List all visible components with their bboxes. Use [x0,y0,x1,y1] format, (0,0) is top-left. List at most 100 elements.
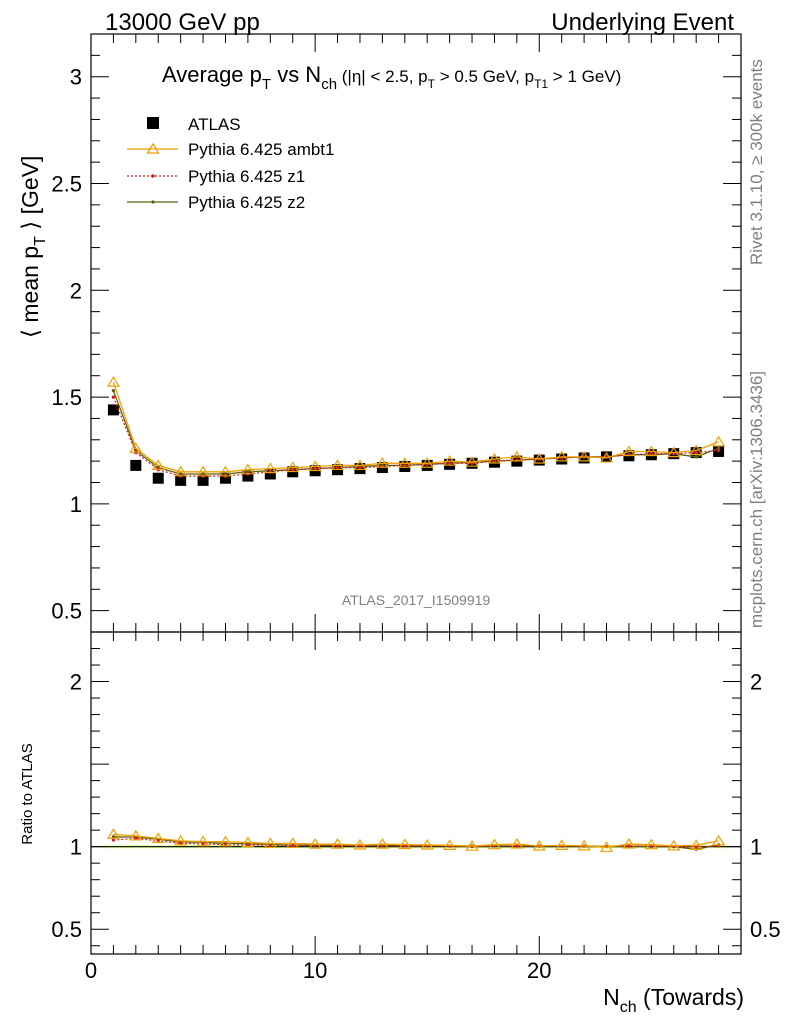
ambt1-point [353,459,367,471]
ambt1-ratio-point [308,838,322,849]
z1-point [716,448,721,453]
ambt1-point [106,375,120,387]
main-y-tick-label: 2.5 [51,172,82,197]
ambt1-ratio-point [330,838,345,849]
ratio-y-tick-labels: 0.5 0.5 1 1 2 2 [51,670,780,943]
ambt1-ratio-point [487,838,502,850]
legend-label-z2: Pythia 6.425 z2 [188,193,305,212]
ambt1-ratio-point [286,837,300,848]
z1-point [492,459,497,463]
rivet-label: Rivet 3.1.10, ≥ 300k events [747,59,766,265]
atlas-point [264,468,276,480]
ambt1-ratio-point [599,841,614,852]
ratio-y-tick-label-left: 2 [70,670,82,695]
ambt1-ratio-point [241,836,255,848]
z1-point [403,463,407,468]
z1-ratio-point [111,838,116,842]
ambt1-ratio-point [263,837,277,848]
ambt1-point [712,435,726,447]
z2-point [694,455,698,459]
x-tick-label: 0 [85,958,97,983]
ambt1-point [599,451,614,463]
atlas-point [107,404,119,416]
ambt1-point [443,454,457,466]
atlas-point [242,470,254,482]
x-tick-label: 20 [527,958,551,983]
z1-ratio-point [403,844,407,848]
ambt1-ratio-point [420,838,434,850]
z1-ratio-point [291,843,295,847]
z1-ratio-point [246,843,250,847]
legend-marker-ambt1 [146,142,160,154]
atlas-point [197,474,209,486]
ambt1-point [487,452,502,464]
legend-label-z1: Pythia 6.425 z1 [188,167,305,186]
ratio-y-tick-label-right: 1 [750,835,762,860]
ambt1-point [644,445,658,457]
ambt1-point [196,465,210,477]
ratio-y-tick-label-left: 0.5 [51,917,82,942]
ambt1-ratio-point [353,838,367,850]
main-y-tick-label: 0.5 [51,599,82,624]
ambt1-ratio-point [465,840,479,851]
ambt1-point [420,457,434,468]
z1-ratio-point [179,841,183,845]
ratio-y-tick-label-left: 1 [70,835,82,860]
header-right: Underlying Event [551,9,734,36]
ambt1-point [286,461,300,473]
z1-point [694,450,698,455]
ambt1-ratio-point [375,838,389,849]
ambt1-ratio-point [510,837,524,849]
z1-line [112,396,719,477]
ratio-series-layer [91,828,741,852]
z1-ratio-point [134,836,138,841]
ratio-panel: 0.5 0.5 1 1 2 2 0 10 20 Ratio to ATLAS Nch (Tow… [19,631,781,1016]
legend-label-ambt1: Pythia 6.425 ambt1 [188,140,334,159]
z1-ratio-point [380,844,384,848]
ambt1-ratio-point [577,839,591,851]
atlas-point [152,472,164,484]
ambt1-point [689,444,703,456]
ratio-y-axis-label: Ratio to ATLAS [19,743,36,844]
z2-ratio-point [111,835,116,839]
ambt1-point [398,457,412,468]
z1-point [291,467,295,472]
legend: ATLAS Pythia 6.425 ambt1 Pythia 6.425 z1… [127,115,334,212]
legend-entry-ambt1: Pythia 6.425 ambt1 [127,140,334,159]
ratio-frame [90,631,742,955]
ambt1-ratio-point [667,839,681,851]
ambt1-point [465,456,479,467]
ambt1-point [555,450,569,462]
ambt1-ratio-point [174,834,188,846]
z1-ratio-point [515,844,519,848]
ambt1-ratio-point [644,838,658,850]
mcplots-label: mcplots.cern.ch [arXiv:1306.3436] [747,371,766,628]
z2-point [111,388,116,393]
ambt1-point [577,450,591,462]
legend-marker-atlas [147,117,159,129]
z1-point [358,465,362,470]
main-y-tick-labels: 0.5 1 1.5 2 2.5 3 [51,65,82,624]
ambt1-line [112,381,719,473]
ambt1-point [510,450,524,462]
z1-ratio-point [201,842,205,846]
ambt1-point [151,459,165,471]
ambt1-point [375,457,389,468]
ambt1-point [667,446,681,458]
ambt1-ratio-point [689,839,703,850]
header-left: 13000 GeV pp [105,9,260,36]
z1-ratio-point [627,844,631,848]
z1-ratio-point [156,839,160,843]
ambt1-ratio-point [218,835,233,847]
atlas-point [130,459,142,471]
z1-point [111,395,116,399]
x-tick-label: 10 [303,958,327,983]
ambt1-ratio-point [443,839,457,850]
main-panel: ATLAS_2017_I1509919 0.5 1 1.5 2 2.5 3 Average… [17,33,742,633]
ambt1-point [330,459,345,471]
z1-point [335,465,340,470]
z2-line [112,390,719,475]
ambt1-point [129,442,143,453]
x-tick-labels: 0 10 20 [85,958,552,983]
